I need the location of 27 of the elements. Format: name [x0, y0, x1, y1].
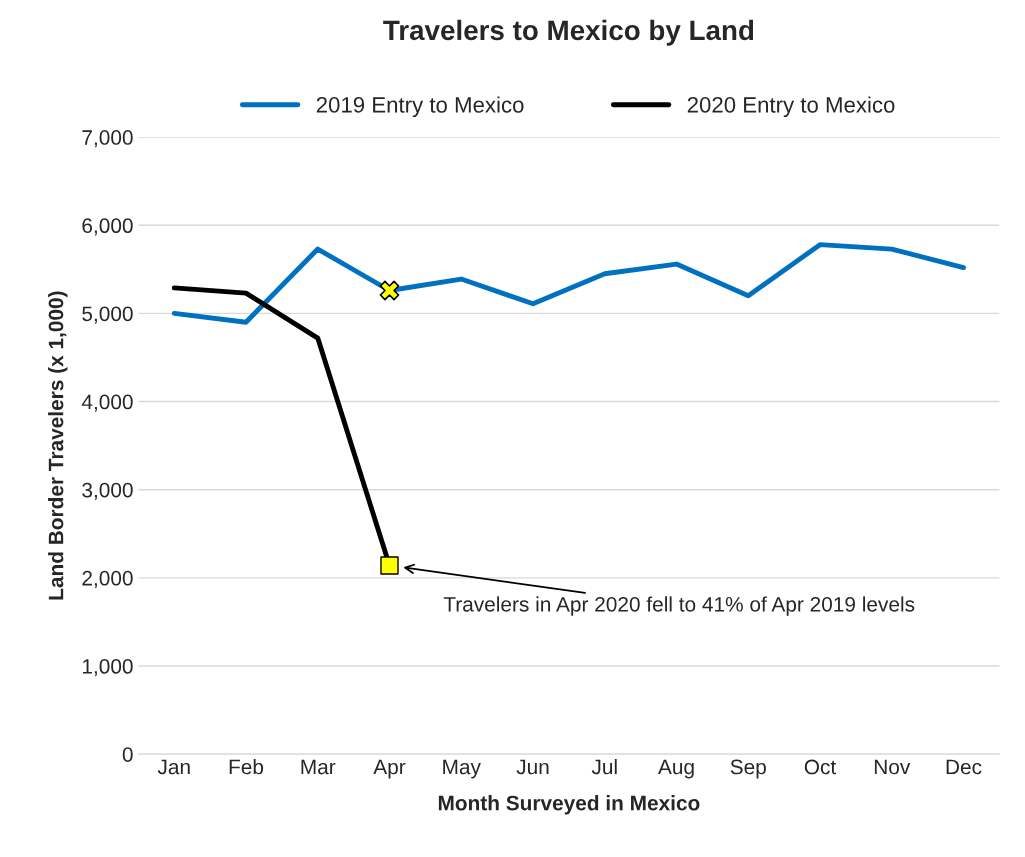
- x-tick-label: Oct: [804, 759, 837, 775]
- x-tick-label: Jun: [516, 759, 549, 775]
- x-tick-label: Aug: [658, 759, 694, 779]
- legend-label: 2020 Entry to Mexico: [687, 96, 895, 118]
- legend-label: 2019 Entry to Mexico: [316, 96, 524, 118]
- x-tick-label: Apr: [373, 759, 406, 779]
- y-tick-label: 2,000: [82, 570, 133, 589]
- x-tick-label: Sep: [730, 759, 766, 779]
- y-tick-label: 3,000: [82, 482, 133, 500]
- y-tick-label: 5,000: [82, 306, 133, 324]
- y-tick-label: 0: [122, 747, 133, 762]
- y-tick-label: 7,000: [82, 130, 133, 148]
- line-series: [171, 242, 966, 325]
- y-tick-label: 4,000: [81, 394, 133, 412]
- x-tick-label: Jul: [591, 759, 617, 775]
- y-axis-title: Land Border Travelers (x 1,000): [48, 291, 68, 600]
- x-tick-label: Jan: [157, 759, 190, 775]
- annotation: Travelers in Apr 2020 fell to 41% of Apr 2019 levels: [443, 596, 915, 616]
- y-tick-label: 1,000: [82, 659, 133, 677]
- x-tick-label: Dec: [946, 759, 982, 775]
- x-tick-label: Mar: [301, 759, 336, 775]
- y-tick-label: 6,000: [82, 218, 133, 236]
- chart-title: Travelers to Mexico by Land: [383, 19, 754, 46]
- x-tick-label: Feb: [229, 759, 264, 775]
- x-axis-title: Month Surveyed in Mexico: [438, 795, 700, 815]
- x-tick-label: Nov: [874, 759, 911, 775]
- x-tick-label: May: [443, 759, 481, 779]
